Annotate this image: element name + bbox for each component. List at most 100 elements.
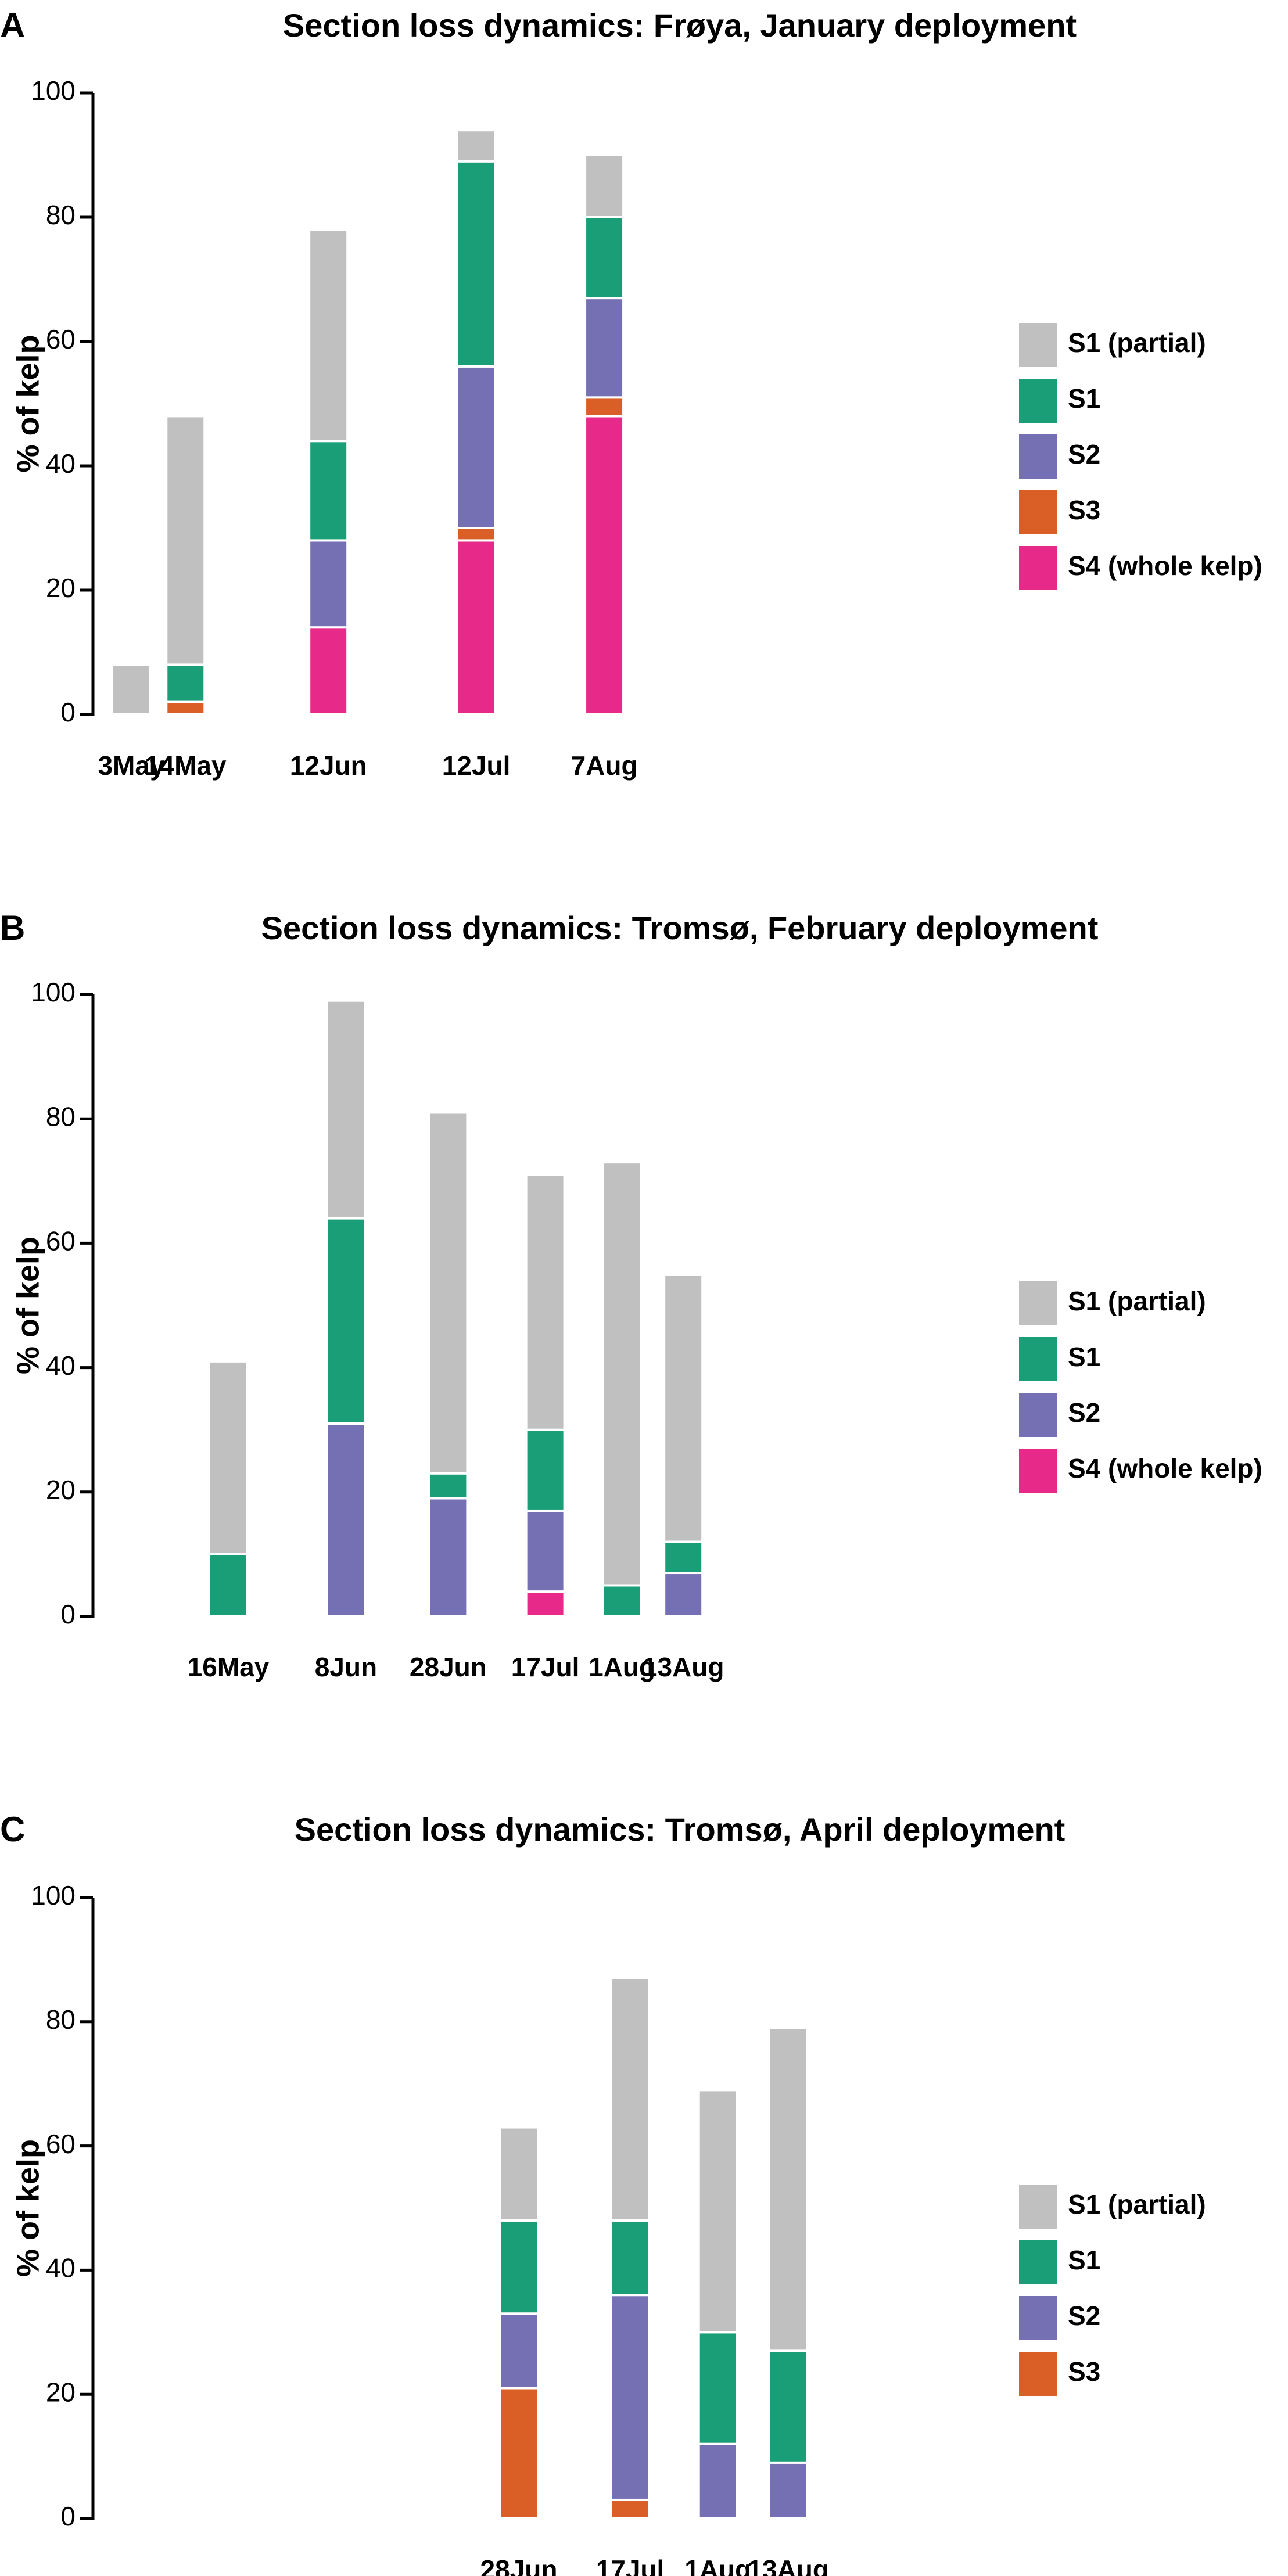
chart-title: Section loss dynamics: Frøya, January de… [283,7,1077,44]
bar-segment-s3-17jul [609,2498,651,2520]
legend-label: S1 (partial) [1068,1286,1206,1316]
x-category-label: 17Jul [511,1652,580,1682]
legend-label: S2 [1068,1397,1100,1428]
bar-segment-s1-partial-13aug [767,2027,809,2352]
bar-segment-s1-partial-7aug [584,154,625,218]
bar-segment-s1-partial-12jun [308,228,349,443]
y-tick-label: 0 [60,2501,76,2531]
x-category-label: 14May [145,750,227,781]
bar-segment-s2-28jun [428,1497,469,1618]
y-tick-label: 80 [46,2004,76,2035]
legend-swatch-s1-partial [1019,1281,1057,1325]
legend-label: S1 (partial) [1068,328,1206,358]
bar-segment-s2-12jul [455,365,497,529]
bar-segment-s1-16may [208,1553,249,1618]
legend-swatch-s2 [1019,1393,1057,1437]
bar-stack-7aug [584,154,625,716]
legend-label: S4 (whole kelp) [1068,1453,1262,1483]
x-category-label: 7Aug [571,750,638,781]
bar-segment-s1-partial-14may [165,415,206,666]
bar-stack-1aug [601,1161,643,1618]
bar-segment-s1-12jul [455,160,497,368]
y-axis-label: % of kelp [10,1237,45,1374]
y-tick-label: 40 [46,2253,76,2283]
bar-segment-s4-whole-kelp-12jul [455,539,497,716]
legend-swatch-s3 [1019,490,1057,534]
bar-segment-s1-partial-13aug [663,1273,704,1543]
legend-label: S1 [1068,383,1100,414]
legend: S1 (partial) S1 S2 S4 (whole kelp) [1019,1281,1262,1493]
y-tick-label: 80 [46,200,76,230]
bar-segment-s1-12jun [308,440,349,542]
y-tick-label: 40 [46,1350,76,1381]
bar-segment-s1-13aug [767,2349,809,2464]
bar-segment-s2-17jul [525,1509,566,1593]
bar-segment-s2-17jul [609,2294,651,2501]
y-tick-label: 100 [31,977,76,1007]
y-tick-label: 60 [46,1226,76,1256]
x-category-label: 13Aug [747,2555,829,2576]
bar-segment-s1-partial-28jun [428,1111,469,1475]
bar-stack-1aug [697,2089,738,2520]
y-axis-label: % of kelp [10,335,45,472]
y-tick-label: 20 [46,1475,76,1505]
bar-segment-s3-28jun [498,2387,539,2520]
legend-label: S3 [1068,2356,1100,2387]
x-category-label: 28Jun [480,2555,558,2576]
y-tick-label: 100 [31,1880,76,1910]
legend-label: S1 [1068,2245,1100,2275]
panel-c: C Section loss dynamics: Tromsø, April de… [0,1810,1206,2576]
bar-segment-s4-whole-kelp-17jul [525,1590,566,1618]
y-tick-label: 60 [46,324,76,354]
legend-swatch-s2 [1019,2296,1057,2340]
bar-segment-s1-partial-17jul [609,1977,651,2222]
legend-swatch-s4-whole-kelp [1019,1449,1057,1493]
chart-title: Section loss dynamics: Tromsø, February … [261,910,1099,946]
bar-segment-s1-partial-16may [208,1360,249,1555]
bar-stack-14may [165,415,206,716]
legend-swatch-s1-partial [1019,323,1057,367]
y-tick-label: 100 [31,76,76,106]
bar-segment-s2-7aug [584,297,625,399]
x-category-label: 13Aug [643,1652,724,1682]
legend-label: S3 [1068,495,1100,525]
y-tick-label: 0 [60,1599,76,1629]
panel-b: B Section loss dynamics: Tromsø, February… [0,908,1262,1682]
legend-swatch-s1 [1019,1337,1057,1381]
x-category-label: 28Jun [410,1652,487,1682]
bar-segment-s1-28jun [498,2219,539,2315]
bar-stack-17jul [609,1977,651,2520]
legend-swatch-s1 [1019,379,1057,423]
legend-swatch-s4-whole-kelp [1019,546,1057,590]
bar-segment-s1-partial-12jul [455,129,497,163]
bar-stack-13aug [767,2027,809,2520]
legend-swatch-s1 [1019,2240,1057,2284]
bar-segment-s2-8jun [325,1422,367,1618]
bar-segment-s1-partial-8jun [325,999,367,1220]
x-category-label: 8Jun [315,1652,377,1682]
legend-label: S2 [1068,439,1100,469]
bar-stack-12jun [308,228,349,716]
panel-letter: A [0,6,25,45]
bar-segment-s3-7aug [584,396,625,418]
bar-segment-s1-28jun [428,1472,469,1500]
bar-segment-s3-12jul [455,527,497,542]
bar-segment-s2-13aug [767,2461,809,2520]
panel-letter: B [0,908,25,947]
y-tick-label: 20 [46,2377,76,2407]
bar-segment-s4-whole-kelp-7aug [584,415,625,716]
x-category-label: 12Jun [290,750,367,781]
x-category-label: 16May [188,1652,270,1682]
x-category-label: 1Aug [589,1652,655,1682]
legend-label: S1 [1068,1342,1100,1372]
bar-stack-28jun [428,1111,469,1618]
bar-segment-s4-whole-kelp-12jun [308,626,349,716]
y-tick-label: 80 [46,1101,76,1131]
bar-segment-s1-partial-17jul [525,1173,566,1431]
y-tick-label: 60 [46,2129,76,2159]
legend: S1 (partial) S1 S2 S3 [1019,2185,1206,2396]
panel-a: A Section loss dynamics: Frøya, January d… [0,6,1262,781]
panel-letter: C [0,1810,25,1849]
x-category-label: 17Jul [596,2555,665,2576]
